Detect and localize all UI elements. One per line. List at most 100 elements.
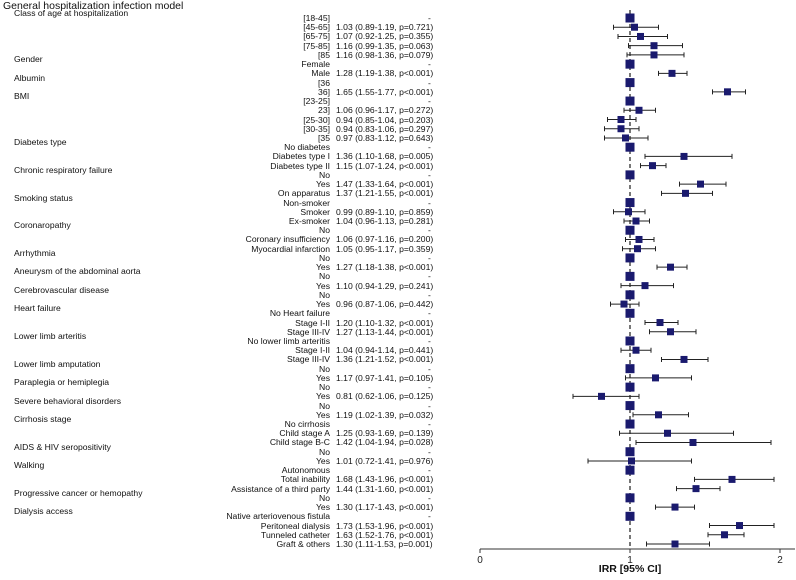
row-level-label: No bbox=[319, 252, 330, 263]
row-estimate-text: 0.96 (0.87-1.06, p=0.442) bbox=[336, 299, 434, 310]
reference-marker bbox=[625, 13, 635, 23]
row-estimate-text: 1.06 (0.97-1.16, p=0.200) bbox=[336, 234, 434, 245]
reference-marker bbox=[625, 225, 635, 235]
reference-marker bbox=[625, 401, 635, 411]
row-reference-dash: - bbox=[428, 335, 431, 346]
estimate-marker bbox=[650, 42, 658, 50]
estimate-marker bbox=[697, 180, 704, 188]
row-level-label: Autonomous bbox=[281, 465, 330, 476]
estimate-marker bbox=[736, 522, 743, 530]
row-reference-dash: - bbox=[428, 419, 431, 430]
row-estimate-text: 1.28 (1.19-1.38, p<0.001) bbox=[336, 68, 434, 79]
row-level-label: Peritoneal dialysis bbox=[260, 520, 330, 531]
row-level-label: Yes bbox=[315, 455, 330, 466]
row-reference-dash: - bbox=[428, 400, 431, 411]
row-reference-dash: - bbox=[428, 492, 431, 503]
reference-marker bbox=[625, 308, 635, 318]
estimate-marker bbox=[634, 245, 641, 253]
row-estimate-text: 1.03 (0.89-1.19, p=0.721) bbox=[336, 22, 434, 33]
row-level-label: Yes bbox=[315, 262, 330, 273]
estimate-marker bbox=[667, 328, 674, 336]
row-variable-label: Coronaropathy bbox=[14, 220, 71, 231]
row-estimate-text: 1.30 (1.17-1.43, p<0.001) bbox=[336, 502, 434, 513]
row-level-label: No bbox=[319, 169, 330, 180]
row-level-label: Yes bbox=[315, 372, 330, 383]
row-variable-label: Walking bbox=[14, 460, 45, 471]
row-reference-dash: - bbox=[428, 96, 431, 107]
x-tick-label: 0 bbox=[477, 555, 483, 566]
x-axis-label: IRR [95% CI] bbox=[599, 563, 661, 575]
row-level-label: [25-30] bbox=[303, 114, 330, 125]
estimate-marker bbox=[632, 346, 640, 354]
row-estimate-text: 1.47 (1.33-1.64, p<0.001) bbox=[336, 179, 434, 190]
x-tick-label: 2 bbox=[777, 555, 783, 566]
estimate-marker bbox=[617, 116, 625, 124]
row-level-label: No bbox=[319, 400, 330, 411]
row-estimate-text: 1.65 (1.55-1.77, p<0.001) bbox=[336, 86, 434, 97]
row-level-label: Stage I-II bbox=[295, 317, 330, 328]
row-level-label: Yes bbox=[315, 280, 330, 291]
row-level-label: [36 bbox=[318, 77, 330, 88]
estimate-marker bbox=[650, 51, 658, 59]
reference-marker bbox=[625, 290, 635, 300]
estimate-marker bbox=[655, 411, 662, 419]
row-estimate-text: 1.68 (1.43-1.96, p<0.001) bbox=[336, 474, 434, 485]
row-variable-label: Arrhythmia bbox=[14, 247, 56, 258]
reference-marker bbox=[625, 419, 635, 429]
row-estimate-text: 0.81 (0.62-1.06, p=0.125) bbox=[336, 391, 434, 402]
row-level-label: No Heart failure bbox=[269, 308, 330, 319]
row-estimate-text: 1.04 (0.94-1.14, p=0.441) bbox=[336, 345, 434, 356]
estimate-marker bbox=[664, 429, 671, 437]
reference-marker bbox=[625, 78, 635, 88]
reference-marker bbox=[625, 364, 635, 374]
row-reference-dash: - bbox=[428, 77, 431, 88]
row-level-label: [45-65] bbox=[303, 22, 330, 33]
estimate-marker bbox=[724, 88, 731, 96]
row-variable-label: Progressive cancer or hemopathy bbox=[14, 487, 143, 498]
estimate-marker bbox=[671, 540, 679, 548]
row-reference-dash: - bbox=[428, 13, 431, 23]
row-estimate-text: 1.05 (0.95-1.17, p=0.359) bbox=[336, 243, 434, 254]
estimate-marker bbox=[598, 392, 605, 400]
row-level-label: Ex-smoker bbox=[288, 216, 330, 227]
row-estimate-text: 0.94 (0.85-1.04, p=0.203) bbox=[336, 114, 434, 125]
row-variable-label: Heart failure bbox=[14, 303, 61, 314]
row-level-label: Diabetes type I bbox=[272, 151, 330, 162]
row-level-label: No bbox=[319, 492, 330, 503]
x-tick-label: 1 bbox=[627, 555, 633, 566]
row-level-label: No diabetes bbox=[284, 142, 330, 153]
estimate-marker bbox=[635, 235, 643, 243]
row-variable-label: Lower limb arteritis bbox=[14, 330, 87, 341]
estimate-marker bbox=[622, 134, 629, 142]
estimate-marker bbox=[641, 282, 649, 290]
estimate-marker bbox=[625, 208, 632, 216]
row-level-label: No lower limb arteritis bbox=[247, 335, 330, 346]
estimate-marker bbox=[692, 485, 700, 493]
row-estimate-text: 1.42 (1.04-1.94, p=0.028) bbox=[336, 437, 434, 448]
row-estimate-text: 1.16 (0.99-1.35, p=0.063) bbox=[336, 40, 434, 51]
row-level-label: No cirrhosis bbox=[284, 419, 330, 430]
row-variable-label: Gender bbox=[14, 54, 43, 65]
row-level-label: Smoker bbox=[300, 206, 330, 217]
row-level-label: Stage I-II bbox=[295, 345, 330, 356]
row-level-label: Yes bbox=[315, 299, 330, 310]
row-level-label: Male bbox=[311, 68, 330, 79]
estimate-marker bbox=[631, 23, 638, 31]
row-estimate-text: 1.10 (0.94-1.29, p=0.241) bbox=[336, 280, 434, 291]
reference-marker bbox=[625, 142, 635, 152]
row-level-label: No bbox=[319, 271, 330, 282]
row-estimate-text: 1.27 (1.13-1.44, p<0.001) bbox=[336, 326, 434, 337]
row-level-label: Child stage A bbox=[279, 428, 330, 439]
row-estimate-text: 1.27 (1.18-1.38, p<0.001) bbox=[336, 262, 434, 273]
reference-marker bbox=[625, 511, 635, 521]
row-reference-dash: - bbox=[428, 197, 431, 208]
row-level-label: Yes bbox=[315, 179, 330, 190]
row-variable-label: Diabetes type bbox=[14, 137, 67, 148]
row-level-label: [35 bbox=[318, 132, 330, 143]
row-level-label: No bbox=[319, 225, 330, 236]
row-level-label: Stage III-IV bbox=[287, 326, 330, 337]
row-level-label: Tunneled catheter bbox=[261, 529, 330, 540]
estimate-marker bbox=[667, 263, 674, 271]
